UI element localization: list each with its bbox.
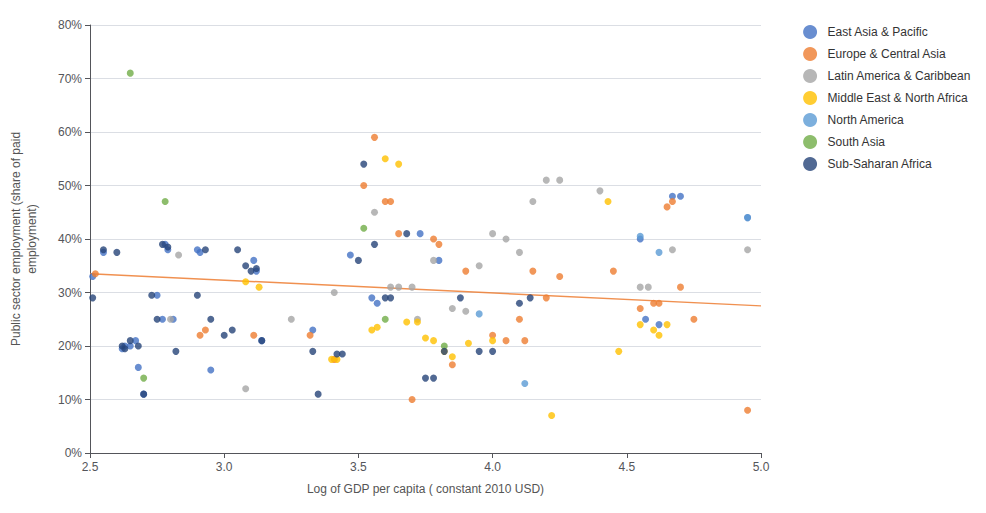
svg-text:Europe & Central Asia: Europe & Central Asia: [828, 47, 946, 61]
svg-text:3.0: 3.0: [216, 460, 233, 474]
svg-text:20%: 20%: [58, 339, 82, 353]
svg-text:0%: 0%: [65, 446, 83, 460]
svg-text:Latin America & Caribbean: Latin America & Caribbean: [828, 69, 971, 83]
svg-text:North America: North America: [828, 113, 904, 127]
svg-text:30%: 30%: [58, 286, 82, 300]
svg-text:5.0: 5.0: [753, 460, 770, 474]
svg-text:80%: 80%: [58, 18, 82, 32]
svg-text:East Asia & Pacific: East Asia & Pacific: [828, 25, 928, 39]
svg-text:60%: 60%: [58, 125, 82, 139]
svg-text:South Asia: South Asia: [828, 135, 886, 149]
svg-text:Public sector employment (shar: Public sector employment (share of paid: [9, 132, 23, 346]
svg-text:4.5: 4.5: [618, 460, 635, 474]
svg-text:4.0: 4.0: [484, 460, 501, 474]
svg-text:Log of GDP per capita ( consta: Log of GDP per capita ( constant 2010 US…: [307, 482, 544, 496]
svg-text:40%: 40%: [58, 232, 82, 246]
svg-text:employment): employment): [25, 204, 39, 273]
svg-text:Middle East & North Africa: Middle East & North Africa: [828, 91, 968, 105]
svg-text:70%: 70%: [58, 72, 82, 86]
svg-text:Sub-Saharan Africa: Sub-Saharan Africa: [828, 157, 932, 171]
svg-text:50%: 50%: [58, 179, 82, 193]
svg-text:10%: 10%: [58, 393, 82, 407]
svg-text:2.5: 2.5: [82, 460, 99, 474]
svg-text:3.5: 3.5: [350, 460, 367, 474]
